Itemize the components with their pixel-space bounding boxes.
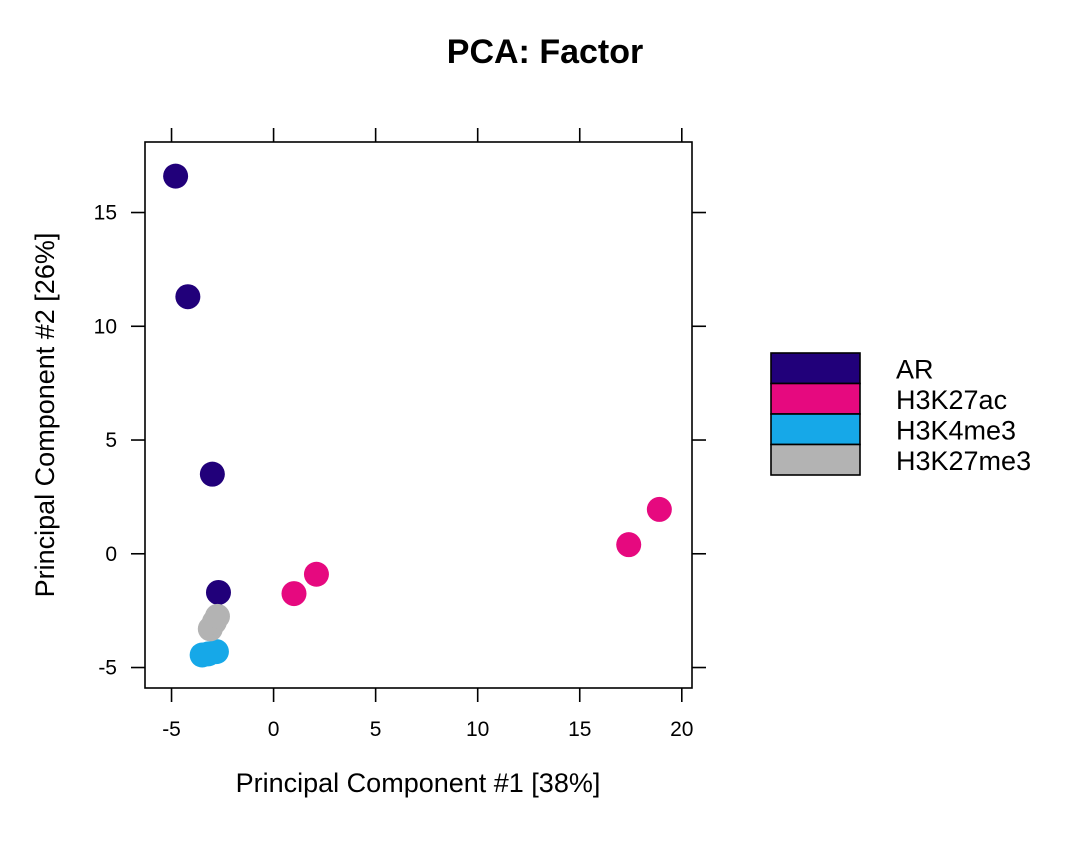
data-point (205, 579, 231, 605)
y-tick-label: 0 (105, 543, 117, 566)
legend-swatch (770, 382, 861, 415)
y-tick-label: -5 (98, 657, 117, 680)
legend-label: AR (896, 354, 934, 384)
legend-label: H3K27ac (896, 385, 1007, 415)
x-tick-label: 5 (370, 718, 382, 741)
data-point (204, 603, 230, 629)
x-tick-label: 15 (568, 718, 591, 741)
data-point (646, 496, 672, 522)
series-h3k27me3 (197, 603, 230, 642)
y-axis-label: Principal Component #2 [26%] (30, 233, 60, 598)
x-tick-label: 0 (268, 718, 280, 741)
y-tick-label: 15 (94, 202, 117, 225)
data-point (303, 561, 329, 587)
legend-label: H3K4me3 (896, 415, 1016, 445)
data-point (199, 461, 225, 487)
series-h3k4me3 (189, 639, 229, 668)
y-tick-label: 5 (105, 429, 117, 452)
data-points (163, 163, 672, 668)
data-point (616, 532, 642, 558)
legend-label: H3K27me3 (896, 446, 1031, 476)
legend-swatch (770, 443, 861, 476)
x-tick-label: 20 (670, 718, 693, 741)
data-point (203, 639, 229, 665)
chart-title: PCA: Factor (447, 33, 643, 71)
x-axis-label: Principal Component #1 [38%] (236, 768, 601, 798)
x-tick-label: -5 (162, 718, 181, 741)
y-tick-label: 10 (94, 315, 117, 338)
series-h3k27ac (281, 496, 672, 607)
data-point (175, 284, 201, 310)
data-point (281, 581, 307, 607)
plot-frame (144, 141, 693, 689)
x-tick-label: 10 (466, 718, 489, 741)
axis-ticks: -5 0 5 10 15 20 -5 0 5 10 15 (94, 128, 706, 741)
series-ar (163, 163, 231, 605)
legend-swatch (770, 352, 861, 385)
data-point (163, 163, 189, 189)
legend-swatch (770, 413, 861, 446)
